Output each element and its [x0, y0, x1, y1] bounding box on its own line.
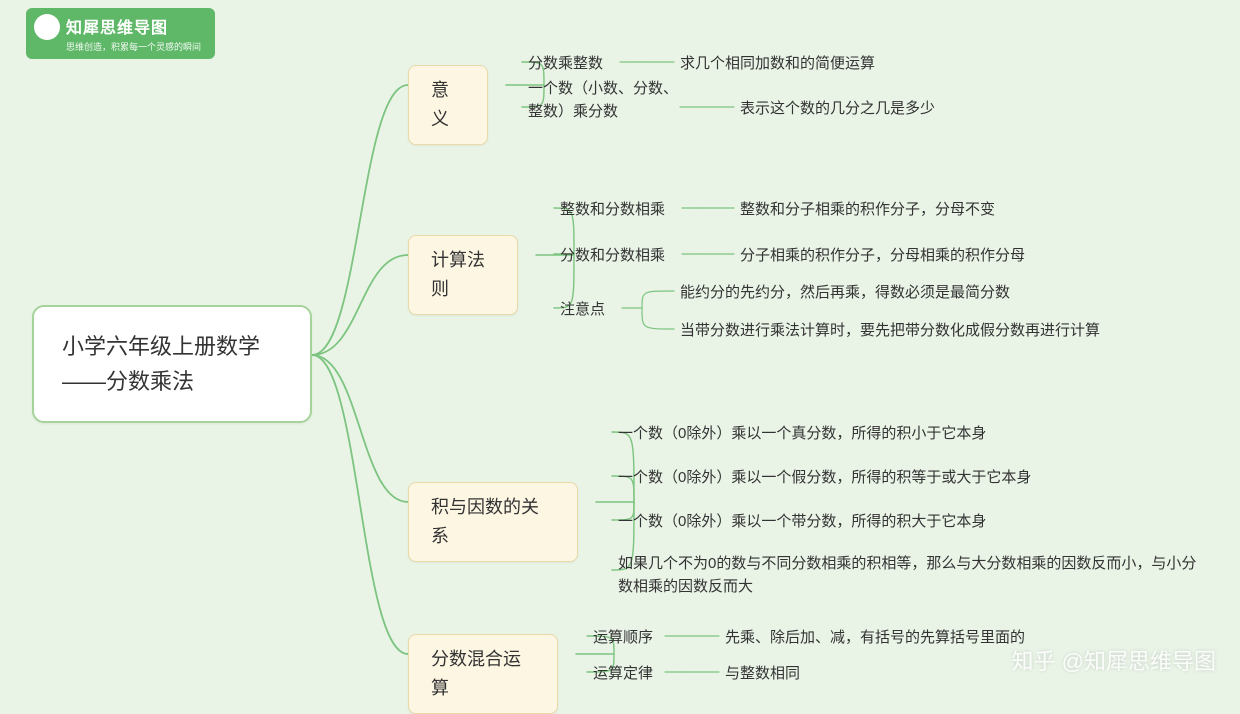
leaf-node: 一个数（0除外）乘以一个真分数，所得的积小于它本身	[618, 423, 986, 446]
mid-node: 注意点	[560, 299, 620, 322]
mid-node: 运算顺序	[593, 627, 663, 650]
mid-node: 运算定律	[593, 663, 663, 686]
watermark: 知乎 @知犀思维导图	[1012, 644, 1216, 676]
branch-node: 分数混合运算	[408, 634, 558, 714]
leaf-node: 先乘、除后加、减，有括号的先算括号里面的	[725, 627, 1025, 650]
mid-node: 整数和分数相乘	[560, 199, 680, 222]
branch-node: 积与因数的关系	[408, 482, 578, 562]
branch-node: 计算法则	[408, 235, 518, 315]
leaf-node: 分子相乘的积作分子，分母相乘的积作分母	[740, 245, 1025, 268]
leaf-node: 求几个相同加数和的简便运算	[680, 53, 875, 76]
mid-node: 分数乘整数	[528, 53, 618, 76]
leaf-node: 当带分数进行乘法计算时，要先把带分数化成假分数再进行计算	[680, 320, 1100, 343]
leaf-node: 一个数（0除外）乘以一个带分数，所得的积大于它本身	[618, 511, 986, 534]
leaf-node: 表示这个数的几分之几是多少	[740, 98, 935, 121]
leaf-node: 整数和分子相乘的积作分子，分母不变	[740, 199, 995, 222]
mid-node: 一个数（小数、分数、整数）乘分数	[528, 78, 678, 123]
leaf-node: 如果几个不为0的数与不同分数相乘的积相等，那么与大分数相乘的因数反而小，与小分数…	[618, 553, 1198, 598]
mid-node: 分数和分数相乘	[560, 245, 680, 268]
branch-node: 意义	[408, 65, 488, 145]
root-node: 小学六年级上册数学——分数乘法	[32, 305, 312, 423]
leaf-node: 能约分的先约分，然后再乘，得数必须是最简分数	[680, 282, 1010, 305]
leaf-node: 与整数相同	[725, 663, 800, 686]
leaf-node: 一个数（0除外）乘以一个假分数，所得的积等于或大于它本身	[618, 467, 1031, 490]
